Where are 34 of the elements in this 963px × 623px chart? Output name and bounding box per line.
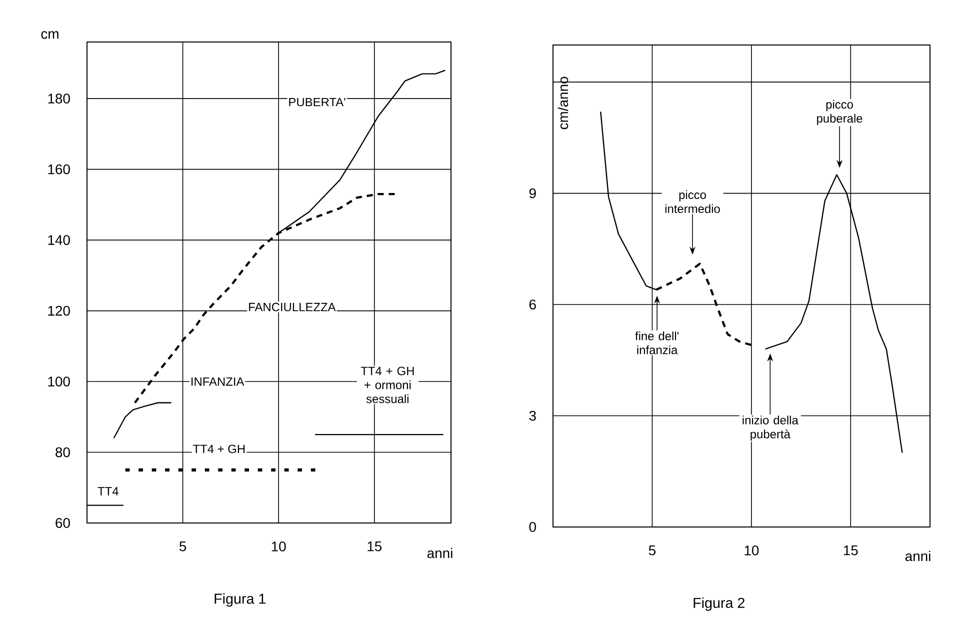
annotation: fine dell' infanzia: [635, 332, 679, 354]
x-tick-label: 10: [272, 542, 286, 552]
text: Figura 2: [694, 597, 744, 611]
y-tick-label: 80: [56, 447, 70, 458]
x-tick-label: 15: [844, 546, 858, 556]
annotation: inizio della pubertà: [742, 416, 798, 441]
y-axis-title: cm: [41, 31, 58, 39]
annotation: FANCIULLEZZA: [249, 302, 336, 312]
y-axis-title: cm/anno: [558, 76, 568, 130]
y-tick-label: 120: [48, 306, 70, 316]
annotation: TT4 + GH: [192, 444, 245, 454]
y-tick-label: 0: [529, 522, 536, 532]
annotation: TT4 + GH + ormoni sessuali: [360, 366, 414, 404]
x-tick-label: 5: [179, 542, 186, 552]
y-tick-label: 9: [529, 188, 536, 198]
y-tick-label: 3: [529, 410, 536, 421]
y-tick-label: 180: [48, 94, 70, 104]
y-tick-label: 6: [529, 300, 536, 310]
annotation: PUBERTA': [289, 98, 346, 106]
x-tick-label: 10: [744, 546, 759, 556]
y-tick-label: 160: [48, 164, 70, 174]
x-tick-label: 15: [368, 542, 382, 552]
y-tick-label: 60: [56, 518, 70, 528]
annotation: picco intermedio: [665, 190, 720, 213]
annotation: INFANZIA: [192, 377, 244, 386]
text: Figura 1: [214, 593, 266, 607]
annotation: TT4: [98, 487, 118, 496]
x-axis-title: anni: [427, 548, 452, 558]
y-tick-label: 100: [48, 376, 70, 386]
y-tick-label: 140: [48, 235, 70, 245]
annotation: picco puberale: [817, 100, 862, 126]
line-series: [113, 402, 172, 439]
x-axis-title: anni: [905, 550, 930, 562]
x-tick-label: 5: [648, 546, 656, 556]
